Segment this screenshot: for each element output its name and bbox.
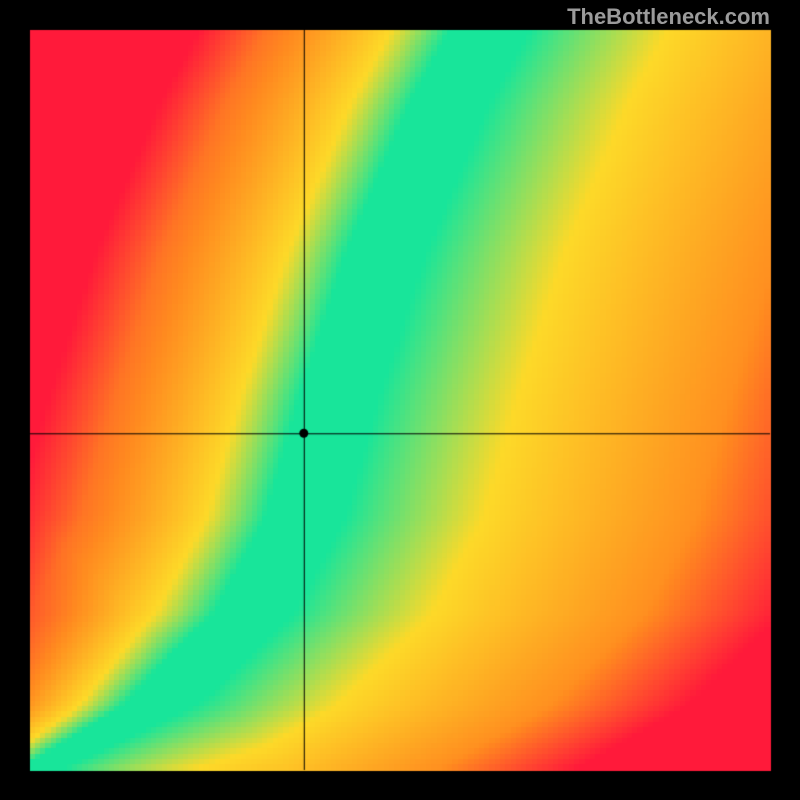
bottleneck-heatmap — [0, 0, 800, 800]
chart-container: TheBottleneck.com — [0, 0, 800, 800]
watermark-text: TheBottleneck.com — [567, 4, 770, 30]
